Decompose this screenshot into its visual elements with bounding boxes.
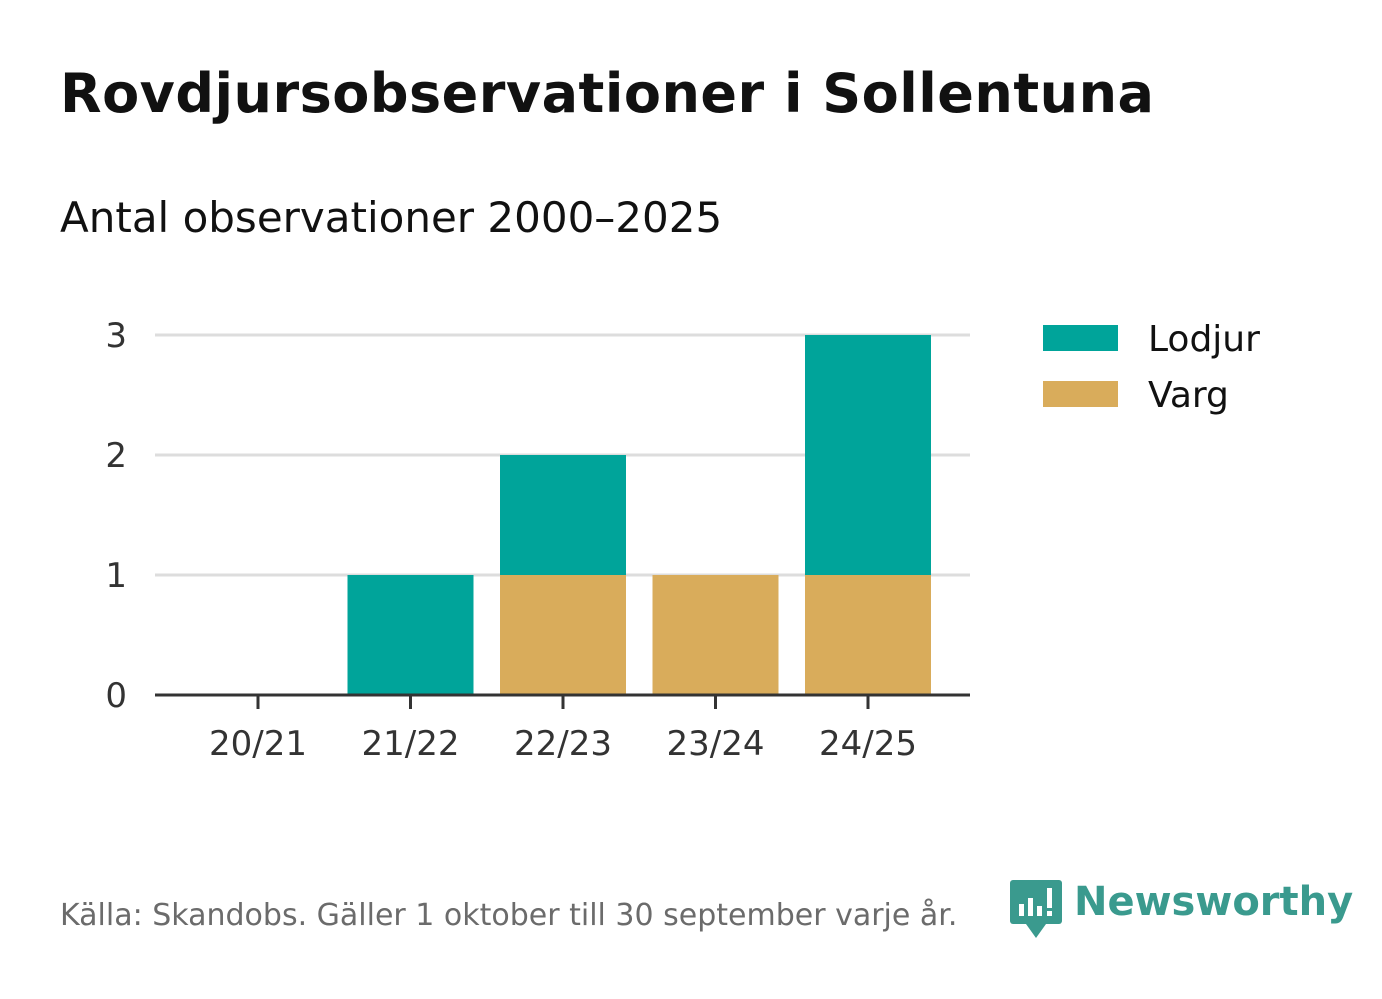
y-tick-label: 3 (105, 316, 127, 356)
chart-subtitle: Antal observationer 2000–2025 (60, 193, 723, 242)
source-note: Källa: Skandobs. Gäller 1 oktober till 3… (60, 898, 958, 933)
legend-label-lodjur: Lodjur (1148, 319, 1260, 360)
y-tick-label: 0 (105, 676, 127, 716)
legend-swatch-varg (1043, 381, 1118, 407)
y-tick-label: 1 (105, 556, 127, 596)
brand: Newsworthy (1010, 878, 1353, 938)
chart-title: Rovdjursobservationer i Sollentuna (60, 62, 1155, 125)
x-tick-label: 23/24 (667, 724, 765, 764)
bars (347, 335, 931, 695)
newsworthy-logo-icon (1010, 880, 1062, 938)
x-tick-label: 20/21 (209, 724, 307, 764)
x-tick-label: 22/23 (514, 724, 612, 764)
bar-varg (500, 575, 626, 695)
legend-swatch-lodjur (1043, 325, 1118, 351)
legend-label-varg: Varg (1148, 375, 1229, 416)
x-tick-label: 21/22 (362, 724, 460, 764)
bar-lodjur (347, 575, 474, 695)
bar-varg (805, 575, 931, 695)
brand-name: Newsworthy (1074, 879, 1354, 925)
bar-lodjur (805, 335, 931, 575)
bar-varg (652, 575, 779, 695)
bar-lodjur (500, 455, 626, 575)
legend: Lodjur Varg (1043, 319, 1260, 416)
y-tick-label: 2 (105, 436, 127, 476)
axes: 0 1 2 3 20/21 21/22 22/23 23/24 24/25 (105, 316, 970, 764)
x-tick-label: 24/25 (819, 724, 917, 764)
